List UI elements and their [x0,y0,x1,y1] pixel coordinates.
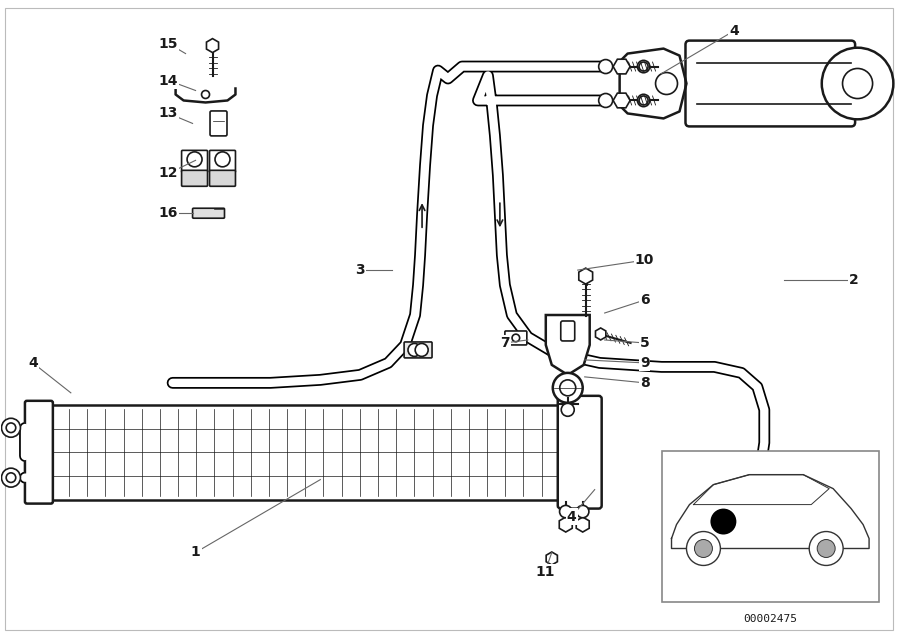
Circle shape [6,473,16,483]
Polygon shape [176,88,236,102]
Text: 16: 16 [159,206,178,220]
FancyBboxPatch shape [182,150,208,172]
Circle shape [842,69,873,98]
FancyBboxPatch shape [210,150,236,172]
Circle shape [562,403,574,417]
Text: 6: 6 [640,293,650,307]
Text: 8: 8 [640,376,650,390]
Text: 4: 4 [730,23,739,37]
Circle shape [408,344,421,356]
Bar [29,404,593,500]
Circle shape [639,96,648,105]
Circle shape [710,509,736,535]
Circle shape [728,476,741,488]
Text: 13: 13 [159,107,178,121]
FancyBboxPatch shape [505,331,526,345]
FancyBboxPatch shape [404,342,432,358]
Circle shape [637,60,650,73]
Text: 4: 4 [28,356,38,370]
Circle shape [553,373,582,403]
Text: 9: 9 [640,356,650,370]
Circle shape [6,423,16,432]
FancyBboxPatch shape [686,41,855,126]
Circle shape [598,60,613,74]
Text: 11: 11 [535,565,554,580]
Circle shape [687,531,720,565]
FancyBboxPatch shape [210,170,236,186]
Bar [662,451,879,603]
Text: 5: 5 [640,336,650,350]
Circle shape [2,468,21,487]
Circle shape [202,91,210,98]
FancyBboxPatch shape [210,111,227,136]
Text: 7: 7 [500,336,509,350]
Circle shape [822,48,894,119]
Circle shape [215,152,230,167]
Text: 10: 10 [634,253,654,267]
Circle shape [655,72,678,95]
Polygon shape [671,474,869,549]
Circle shape [512,334,519,342]
FancyBboxPatch shape [25,401,53,504]
Text: 4: 4 [567,509,577,524]
Text: 3: 3 [356,263,365,277]
Circle shape [560,505,572,518]
Text: 2: 2 [850,273,859,287]
Circle shape [809,531,843,565]
Text: 15: 15 [159,37,178,51]
Circle shape [695,540,713,558]
Text: 00002475: 00002475 [743,614,797,624]
Text: 1: 1 [191,545,201,559]
Circle shape [639,62,648,71]
FancyBboxPatch shape [558,396,602,509]
Text: 12: 12 [159,166,178,180]
FancyBboxPatch shape [193,208,224,218]
Polygon shape [545,315,590,375]
Text: 14: 14 [159,74,178,88]
Circle shape [817,540,835,558]
Circle shape [598,93,613,107]
FancyBboxPatch shape [182,170,208,186]
Circle shape [560,380,576,396]
Circle shape [637,94,650,107]
Circle shape [2,418,21,438]
Polygon shape [619,49,687,119]
Circle shape [415,344,428,356]
Circle shape [187,152,202,167]
Circle shape [577,505,589,518]
FancyBboxPatch shape [561,321,575,341]
